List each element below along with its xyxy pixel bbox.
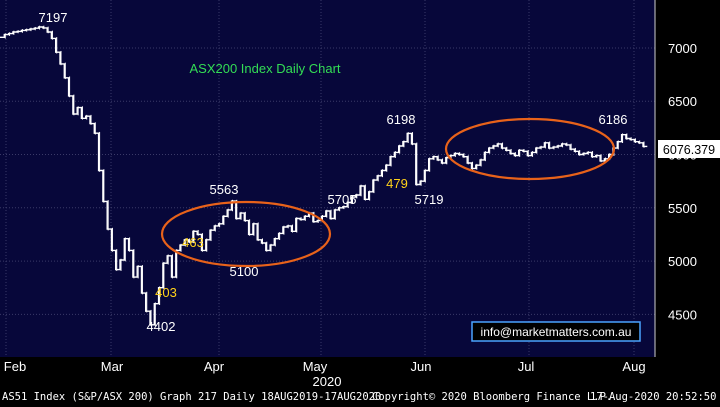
ellipse-consolidation-apr-may <box>160 200 332 268</box>
y-tick-label: 4500 <box>668 307 697 322</box>
annotation-label: 463 <box>182 235 204 250</box>
last-price-box: 6076.379 <box>658 140 720 158</box>
x-tick-label: May <box>303 359 328 374</box>
annotation-label: 5705 <box>328 192 357 207</box>
x-tick-label: Aug <box>622 359 645 374</box>
y-tick-label: 6500 <box>668 94 697 109</box>
x-tick-label: Apr <box>204 359 225 374</box>
asx200-chart: 7197 5563 463 5100 403 4402 6198 5705 479 5719 618… <box>0 0 720 388</box>
annotation-label: 5100 <box>230 264 259 279</box>
bloomberg-footer: AS51 Index (S&P/ASX 200) Graph 217 Daily… <box>0 388 720 407</box>
y-tick-label: 5000 <box>668 254 697 269</box>
highlight-ellipses <box>160 117 616 268</box>
x-tick-label: Jun <box>411 359 432 374</box>
x-tick-label: Feb <box>4 359 26 374</box>
ellipse-consolidation-jun-aug <box>444 117 616 181</box>
watermark[interactable]: info@marketmatters.com.au <box>471 321 641 342</box>
y-tick-label: 5500 <box>668 201 697 216</box>
annotation-label: 6198 <box>387 112 416 127</box>
annotation-label: 6186 <box>599 112 628 127</box>
footer-timestamp: 17-Aug-2020 20:52:50 <box>590 391 717 403</box>
annotation-label: 5719 <box>415 192 444 207</box>
annotation-label: 7197 <box>39 10 68 25</box>
price-series <box>0 25 648 327</box>
price-annotations: 7197 5563 463 5100 403 4402 6198 5705 479 5719 618… <box>39 10 628 334</box>
x-tick-label: Mar <box>101 359 124 374</box>
annotation-label: 479 <box>386 176 408 191</box>
gridlines <box>0 0 655 357</box>
x-axis-year-label: 2020 <box>313 374 342 388</box>
x-axis: Feb Mar Apr May Jun Jul Aug 2020 <box>4 359 646 388</box>
annotation-label: 4402 <box>147 319 176 334</box>
footer-copyright: Copyright© 2020 Bloomberg Finance L.P. <box>372 391 613 403</box>
annotation-label: 5563 <box>210 182 239 197</box>
x-tick-label: Jul <box>518 359 535 374</box>
watermark-email-link[interactable]: info@marketmatters.com.au <box>481 325 632 339</box>
last-price-label: 6076.379 <box>663 143 715 157</box>
footer-security-info: AS51 Index (S&P/ASX 200) Graph 217 Daily… <box>2 391 382 403</box>
y-tick-label: 7000 <box>668 41 697 56</box>
annotation-label: 403 <box>155 285 177 300</box>
chart-title: ASX200 Index Daily Chart <box>189 61 340 76</box>
